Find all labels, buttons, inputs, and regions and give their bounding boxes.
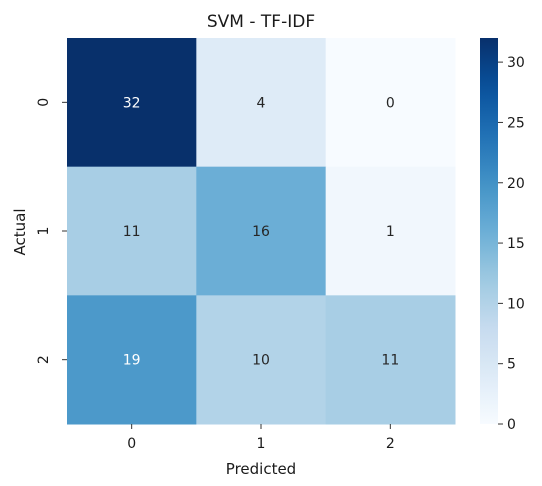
cell-value-label: 16 [252, 224, 270, 240]
heatmap-cell [325, 166, 456, 296]
heatmap-cell [196, 38, 327, 168]
colorbar-tick-label: 15 [507, 236, 525, 252]
cell-value-label: 11 [381, 353, 399, 369]
cell-value-label: 1 [386, 224, 395, 240]
heatmap-cell [67, 166, 197, 296]
cell-value-label: 19 [123, 353, 141, 369]
x-tick-label: 2 [386, 436, 395, 452]
y-tick-label: 2 [36, 355, 52, 364]
colorbar-tick-label: 25 [507, 115, 525, 131]
y-tick-label: 1 [36, 227, 52, 236]
x-axis: 0 1 2 [127, 424, 395, 452]
cell-annotations: 32 4 0 11 16 1 19 10 11 [123, 95, 399, 368]
colorbar: 0 5 10 15 20 25 30 [480, 38, 525, 433]
colorbar-gradient [480, 38, 498, 424]
heatmap-cells [67, 38, 456, 425]
y-axis: 0 1 2 [36, 98, 67, 364]
heatmap-cell [196, 166, 327, 296]
heatmap-cell [325, 38, 456, 168]
colorbar-tick-label: 0 [507, 417, 516, 433]
heatmap-cell [67, 38, 197, 168]
cell-value-label: 0 [386, 95, 395, 111]
colorbar-tick-label: 5 [507, 357, 516, 373]
heatmap-cell [196, 295, 327, 425]
cell-value-label: 4 [257, 95, 266, 111]
colorbar-tick-label: 20 [507, 176, 525, 192]
cell-value-label: 11 [123, 224, 141, 240]
cell-value-label: 10 [252, 353, 270, 369]
heatmap-cell [325, 295, 456, 425]
y-tick-label: 0 [36, 98, 52, 107]
chart-title: SVM - TF-IDF [207, 12, 315, 32]
colorbar-tick-label: 10 [507, 296, 525, 312]
y-axis-label: Actual [11, 209, 29, 256]
heatmap-cell [67, 295, 197, 425]
colorbar-tick-label: 30 [507, 55, 525, 71]
cell-value-label: 32 [123, 95, 141, 111]
x-tick-label: 1 [257, 436, 266, 452]
x-axis-label: Predicted [226, 460, 296, 478]
x-tick-label: 0 [127, 436, 136, 452]
